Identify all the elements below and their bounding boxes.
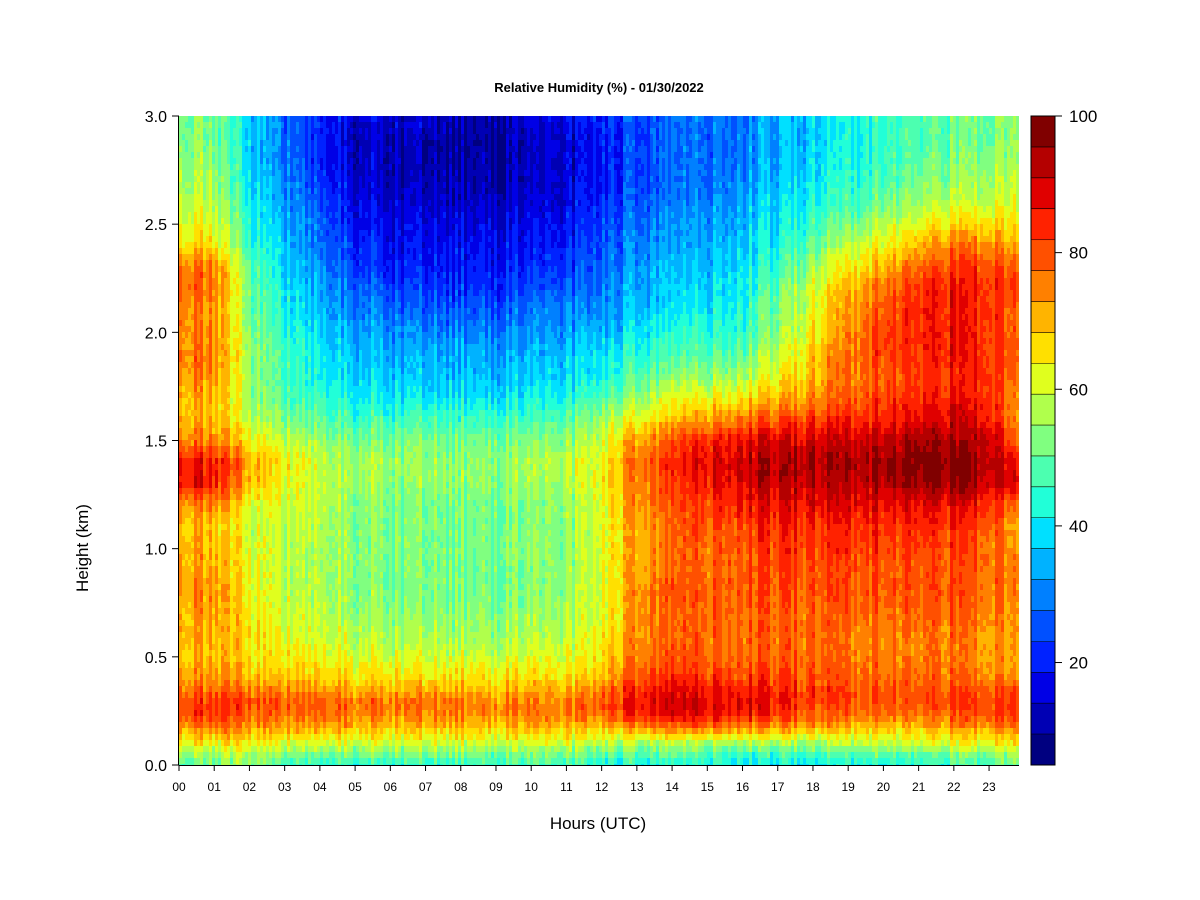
heatmap-cell (1016, 200, 1020, 207)
heatmap-cell (1016, 122, 1020, 129)
heatmap-cell (1016, 212, 1020, 219)
heatmap-cell (1016, 206, 1020, 213)
heatmap-cell (1016, 170, 1020, 177)
heatmap-cell (1016, 116, 1020, 123)
chart-title: Relative Humidity (%) - 01/30/2022 (494, 80, 704, 95)
heatmap-cell (1016, 140, 1020, 147)
heatmap-cell (1016, 158, 1020, 165)
heatmap-cell (1016, 152, 1020, 159)
heatmap-cell (1016, 176, 1020, 183)
heatmap-cell (1016, 188, 1020, 195)
heatmap-cell (1016, 194, 1020, 201)
heatmap-cell (1016, 164, 1020, 171)
heatmap-cell (1016, 134, 1020, 141)
heatmap-cell (1016, 146, 1020, 153)
heatmap-cell (1016, 128, 1020, 135)
heatmap-plot (179, 116, 1020, 771)
heatmap-cell (1016, 182, 1020, 189)
